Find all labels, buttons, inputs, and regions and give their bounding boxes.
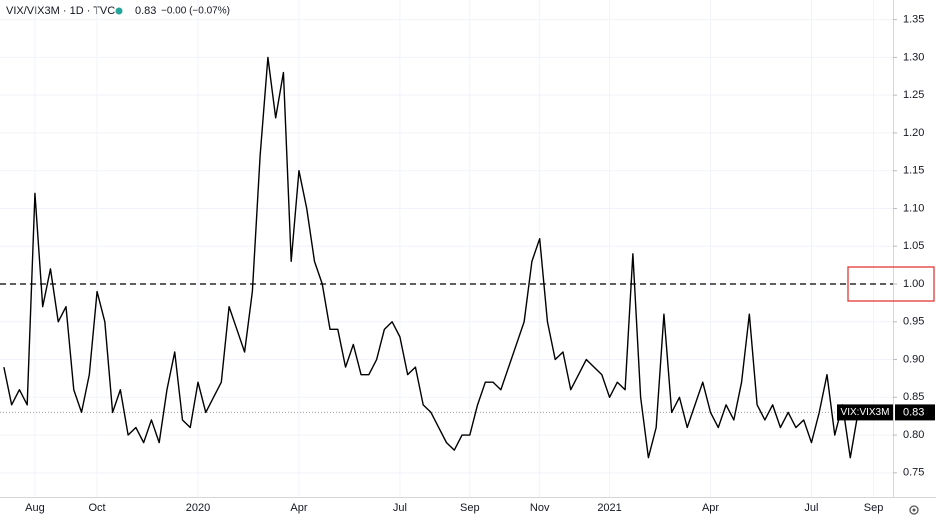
x-tick-label: Apr xyxy=(290,502,307,514)
gear-center xyxy=(912,508,916,512)
highlight-box xyxy=(847,266,935,302)
series-tag: VIX:VIX3M xyxy=(841,407,890,418)
y-tick-label: 1.15 xyxy=(903,165,924,177)
series-tag-bg xyxy=(837,404,893,421)
y-tick-label: 0.80 xyxy=(903,429,924,441)
x-tick-label: Apr xyxy=(702,502,719,514)
x-tick-label: 2020 xyxy=(186,502,210,514)
x-tick-label: Sep xyxy=(460,502,480,514)
price: 0.83 xyxy=(135,5,156,17)
price-tag: 0.83 xyxy=(903,406,924,418)
y-tick-label: 1.30 xyxy=(903,51,924,63)
gear xyxy=(909,505,919,515)
x-tick-label: Sep xyxy=(864,502,884,514)
y-tick-label: 0.85 xyxy=(903,391,924,403)
x-tick-label: Jul xyxy=(804,502,818,514)
series-line xyxy=(3,56,859,459)
y-tick-label: 1.00 xyxy=(903,278,924,290)
price-tag-bg xyxy=(895,404,935,421)
y-tick-label: 1.20 xyxy=(903,127,924,139)
y-tick-label: 1.25 xyxy=(903,89,924,101)
change: −0.00 (−0.07%) xyxy=(161,6,230,17)
status-dot xyxy=(115,7,123,15)
x-tick-label: Nov xyxy=(530,502,550,514)
settings-icon[interactable] xyxy=(909,505,919,515)
y-tick-label: 0.90 xyxy=(903,353,924,365)
x-tick-label: 2021 xyxy=(597,502,621,514)
x-tick-label: Aug xyxy=(25,502,45,514)
y-tick-label: 1.10 xyxy=(903,202,924,214)
y-tick-label: 0.95 xyxy=(903,316,924,328)
y-tick-label: 1.35 xyxy=(903,14,924,26)
y-tick-label: 0.75 xyxy=(903,467,924,479)
y-tick-label: 1.05 xyxy=(903,240,924,252)
x-tick-label: Jul xyxy=(393,502,407,514)
x-tick-label: Oct xyxy=(89,502,106,514)
chart-title[interactable]: VIX/VIX3M · 1D · TVC xyxy=(6,5,115,17)
